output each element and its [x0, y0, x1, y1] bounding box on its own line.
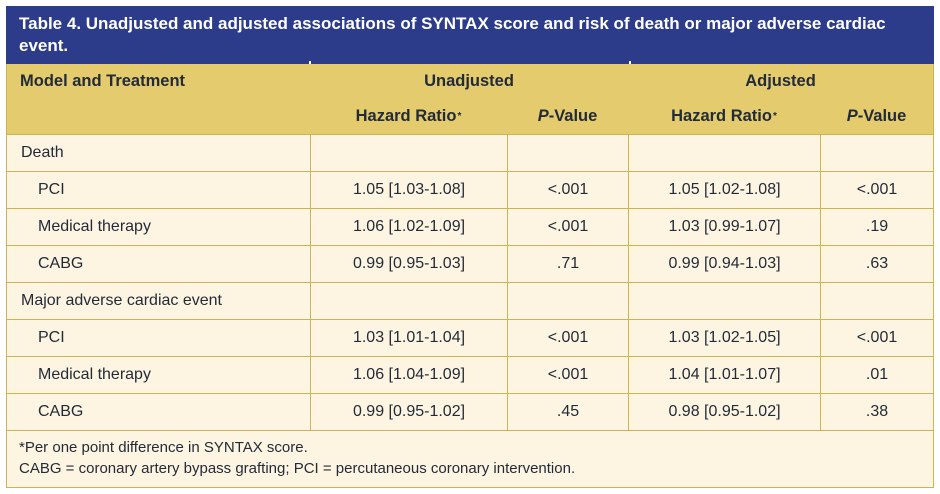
cell-unadjusted-p: .71: [507, 246, 628, 282]
section-row-major-adverse-cardiac-event: Major adverse cardiac event: [7, 282, 933, 319]
cell-unadjusted-p: [507, 283, 628, 319]
cell-adjusted-hr: [628, 283, 820, 319]
column-header-block: Model and Treatment Unadjusted Adjusted …: [7, 64, 933, 134]
cell-unadjusted-hr: 1.06 [1.02-1.09]: [310, 209, 507, 245]
cell-unadjusted-p: [507, 135, 628, 171]
cell-treatment-label: CABG: [38, 403, 84, 420]
value-suffix: -Value: [857, 107, 907, 125]
data-row-death-pci: PCI 1.05 [1.03-1.08] <.001 1.05 [1.02-1.…: [7, 171, 933, 208]
cell-unadjusted-hr: 1.05 [1.03-1.08]: [310, 172, 507, 208]
cell-adjusted-hr: 1.05 [1.02-1.08]: [628, 172, 820, 208]
cell-adjusted-hr: 0.98 [0.95-1.02]: [628, 394, 820, 430]
cell-adjusted-p: [820, 135, 933, 171]
footnote-asterisk: *Per one point difference in SYNTAX scor…: [19, 439, 308, 456]
cell-unadjusted-hr: [310, 135, 507, 171]
column-gap-notch: [309, 61, 311, 64]
cell-adjusted-hr: 1.04 [1.01-1.07]: [628, 357, 820, 393]
group-header-row: Model and Treatment Unadjusted Adjusted: [7, 64, 933, 99]
cell-unadjusted-p: <.001: [507, 320, 628, 356]
cell-treatment-label: Medical therapy: [38, 366, 151, 383]
footnote-abbreviations: CABG = coronary artery bypass grafting; …: [19, 460, 576, 477]
cell-unadjusted-hr: 0.99 [0.95-1.02]: [310, 394, 507, 430]
cell-section-label: Major adverse cardiac event: [21, 292, 222, 309]
table-title-bar: Table 4. Unadjusted and adjusted associa…: [6, 6, 934, 64]
sub-header-spacer: [7, 99, 310, 134]
cell-treatment-label: Medical therapy: [38, 218, 151, 235]
cell-unadjusted-p: <.001: [507, 357, 628, 393]
cell-adjusted-hr: 0.99 [0.94-1.03]: [628, 246, 820, 282]
cell-adjusted-hr: 1.03 [0.99-1.07]: [628, 209, 820, 245]
hazard-ratio-label: Hazard Ratio: [671, 107, 772, 125]
cell-treatment-label: PCI: [38, 329, 65, 346]
sub-header-unadjusted-hazard-ratio: Hazard Ratio *: [355, 107, 462, 125]
sub-header-adjusted-hazard-ratio: Hazard Ratio *: [671, 107, 777, 125]
cell-treatment-label: PCI: [38, 181, 65, 198]
cell-unadjusted-p: .45: [507, 394, 628, 430]
value-suffix: -Value: [548, 107, 598, 125]
cell-adjusted-p: .63: [820, 246, 933, 282]
cell-adjusted-hr: 1.03 [1.02-1.05]: [628, 320, 820, 356]
sub-header-adjusted-p-value: P -Value: [820, 99, 933, 134]
data-row-death-medical-therapy: Medical therapy 1.06 [1.02-1.09] <.001 1…: [7, 208, 933, 245]
cell-unadjusted-hr: [310, 283, 507, 319]
group-header-unadjusted: Unadjusted: [424, 72, 514, 90]
data-row-mace-pci: PCI 1.03 [1.01-1.04] <.001 1.03 [1.02-1.…: [7, 319, 933, 356]
group-header-adjusted: Adjusted: [745, 72, 816, 90]
cell-adjusted-p: <.001: [820, 320, 933, 356]
cell-treatment-label: CABG: [38, 255, 84, 272]
cell-unadjusted-p: <.001: [507, 172, 628, 208]
cell-unadjusted-hr: 0.99 [0.95-1.03]: [310, 246, 507, 282]
cell-section-label: Death: [21, 144, 64, 161]
p-italic: P: [537, 107, 549, 125]
footnote-block: *Per one point difference in SYNTAX scor…: [7, 430, 933, 487]
p-italic: P: [846, 107, 858, 125]
cell-unadjusted-hr: 1.06 [1.04-1.09]: [310, 357, 507, 393]
table-4: Table 4. Unadjusted and adjusted associa…: [6, 6, 934, 488]
column-gap-notch: [629, 61, 631, 64]
hazard-ratio-label: Hazard Ratio: [355, 107, 457, 125]
sub-header-unadjusted-p-value: P -Value: [507, 99, 628, 134]
cell-adjusted-p: .38: [820, 394, 933, 430]
cell-adjusted-hr: [628, 135, 820, 171]
data-row-mace-medical-therapy: Medical therapy 1.06 [1.04-1.09] <.001 1…: [7, 356, 933, 393]
table-title: Table 4. Unadjusted and adjusted associa…: [19, 14, 886, 55]
cell-adjusted-p: .01: [820, 357, 933, 393]
cell-adjusted-p: .19: [820, 209, 933, 245]
column-header-model-and-treatment: Model and Treatment: [20, 72, 186, 90]
table-grid: Model and Treatment Unadjusted Adjusted …: [6, 64, 934, 488]
data-row-mace-cabg: CABG 0.99 [0.95-1.02] .45 0.98 [0.95-1.0…: [7, 393, 933, 430]
section-row-death: Death: [7, 134, 933, 171]
cell-unadjusted-hr: 1.03 [1.01-1.04]: [310, 320, 507, 356]
data-row-death-cabg: CABG 0.99 [0.95-1.03] .71 0.99 [0.94-1.0…: [7, 245, 933, 282]
cell-adjusted-p: [820, 283, 933, 319]
sub-header-row: Hazard Ratio * P -Value Hazard Ratio * P -Va…: [7, 99, 933, 134]
cell-adjusted-p: <.001: [820, 172, 933, 208]
cell-unadjusted-p: <.001: [507, 209, 628, 245]
